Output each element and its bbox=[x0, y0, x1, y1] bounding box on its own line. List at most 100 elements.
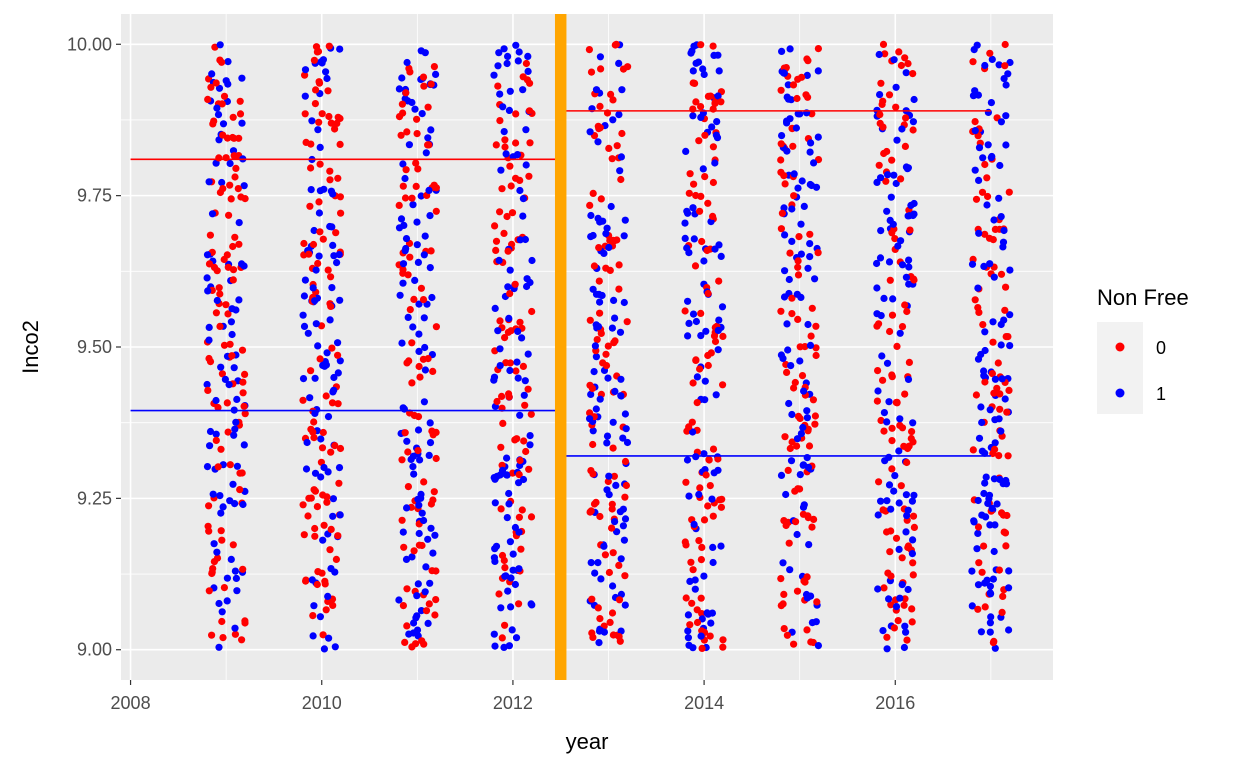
data-point bbox=[971, 127, 979, 135]
data-point bbox=[312, 43, 321, 51]
data-point bbox=[622, 425, 630, 433]
data-point bbox=[498, 185, 506, 193]
data-point bbox=[986, 628, 994, 636]
data-point bbox=[993, 500, 1001, 508]
data-point bbox=[424, 619, 432, 628]
data-point bbox=[904, 506, 912, 514]
data-point bbox=[780, 69, 789, 77]
data-point bbox=[812, 322, 820, 330]
data-point bbox=[891, 235, 899, 243]
data-point bbox=[310, 418, 318, 426]
data-point bbox=[901, 54, 909, 62]
data-point bbox=[596, 615, 604, 623]
data-point bbox=[519, 362, 528, 370]
data-point bbox=[521, 401, 529, 409]
data-point bbox=[613, 142, 621, 150]
data-point bbox=[511, 280, 519, 288]
data-point bbox=[216, 322, 224, 330]
data-point bbox=[307, 186, 315, 194]
data-point bbox=[994, 359, 1002, 367]
data-point bbox=[497, 443, 505, 451]
data-point bbox=[779, 354, 787, 362]
data-point bbox=[780, 293, 789, 301]
data-point bbox=[804, 320, 812, 329]
data-point bbox=[985, 495, 993, 503]
data-point bbox=[331, 442, 339, 450]
data-point bbox=[214, 463, 222, 471]
data-point bbox=[505, 489, 513, 498]
data-point bbox=[812, 344, 820, 352]
data-point bbox=[794, 257, 802, 265]
data-point bbox=[978, 188, 987, 196]
data-point bbox=[995, 194, 1003, 202]
data-point bbox=[515, 513, 524, 521]
data-point bbox=[490, 373, 499, 381]
data-point bbox=[332, 229, 340, 237]
data-point bbox=[896, 594, 904, 602]
data-point bbox=[714, 455, 722, 463]
data-point bbox=[232, 574, 240, 583]
data-point bbox=[420, 314, 428, 322]
data-point bbox=[504, 247, 512, 255]
data-point bbox=[205, 502, 213, 510]
data-point bbox=[910, 491, 918, 499]
data-point bbox=[399, 279, 407, 287]
data-point bbox=[889, 220, 897, 228]
data-point bbox=[716, 496, 724, 504]
data-point bbox=[516, 411, 524, 419]
data-point bbox=[323, 498, 331, 506]
data-point bbox=[605, 144, 613, 152]
data-point bbox=[231, 425, 239, 433]
data-point bbox=[231, 500, 239, 508]
data-point bbox=[401, 638, 409, 647]
data-point bbox=[310, 226, 318, 235]
data-point bbox=[621, 601, 629, 609]
data-point bbox=[230, 364, 238, 372]
data-point bbox=[808, 304, 816, 312]
data-point bbox=[988, 504, 996, 512]
data-point bbox=[692, 356, 700, 364]
data-point bbox=[215, 643, 223, 651]
data-point bbox=[404, 448, 412, 456]
data-point bbox=[226, 461, 234, 469]
data-point bbox=[306, 394, 314, 402]
data-point bbox=[220, 255, 228, 264]
data-point bbox=[902, 114, 910, 122]
data-point bbox=[1004, 452, 1012, 460]
data-point bbox=[886, 276, 894, 284]
data-point bbox=[684, 634, 693, 642]
data-point bbox=[403, 585, 411, 593]
data-point bbox=[689, 67, 697, 75]
data-point bbox=[238, 636, 246, 644]
data-point bbox=[214, 111, 223, 119]
data-point bbox=[226, 340, 234, 348]
data-point bbox=[592, 405, 600, 413]
data-point bbox=[980, 542, 988, 550]
data-point bbox=[308, 576, 316, 584]
data-point bbox=[594, 323, 603, 331]
data-point bbox=[685, 641, 693, 649]
data-point bbox=[719, 381, 727, 389]
data-point bbox=[889, 295, 897, 303]
data-point bbox=[233, 587, 241, 595]
data-point bbox=[516, 318, 524, 326]
data-point bbox=[709, 543, 717, 552]
data-point bbox=[216, 492, 224, 500]
data-point bbox=[706, 482, 714, 490]
data-point bbox=[507, 182, 515, 190]
data-point bbox=[877, 312, 885, 320]
data-point bbox=[327, 525, 335, 534]
data-point bbox=[991, 375, 1000, 383]
data-point bbox=[311, 532, 319, 540]
data-point bbox=[806, 230, 814, 238]
data-point bbox=[403, 128, 411, 136]
data-point bbox=[397, 131, 405, 139]
data-point bbox=[697, 556, 706, 564]
data-point bbox=[417, 284, 425, 292]
data-point bbox=[996, 390, 1004, 398]
data-point bbox=[978, 447, 987, 455]
data-point bbox=[497, 166, 505, 174]
data-point bbox=[974, 605, 982, 613]
data-point bbox=[224, 58, 232, 66]
data-point bbox=[784, 81, 792, 89]
